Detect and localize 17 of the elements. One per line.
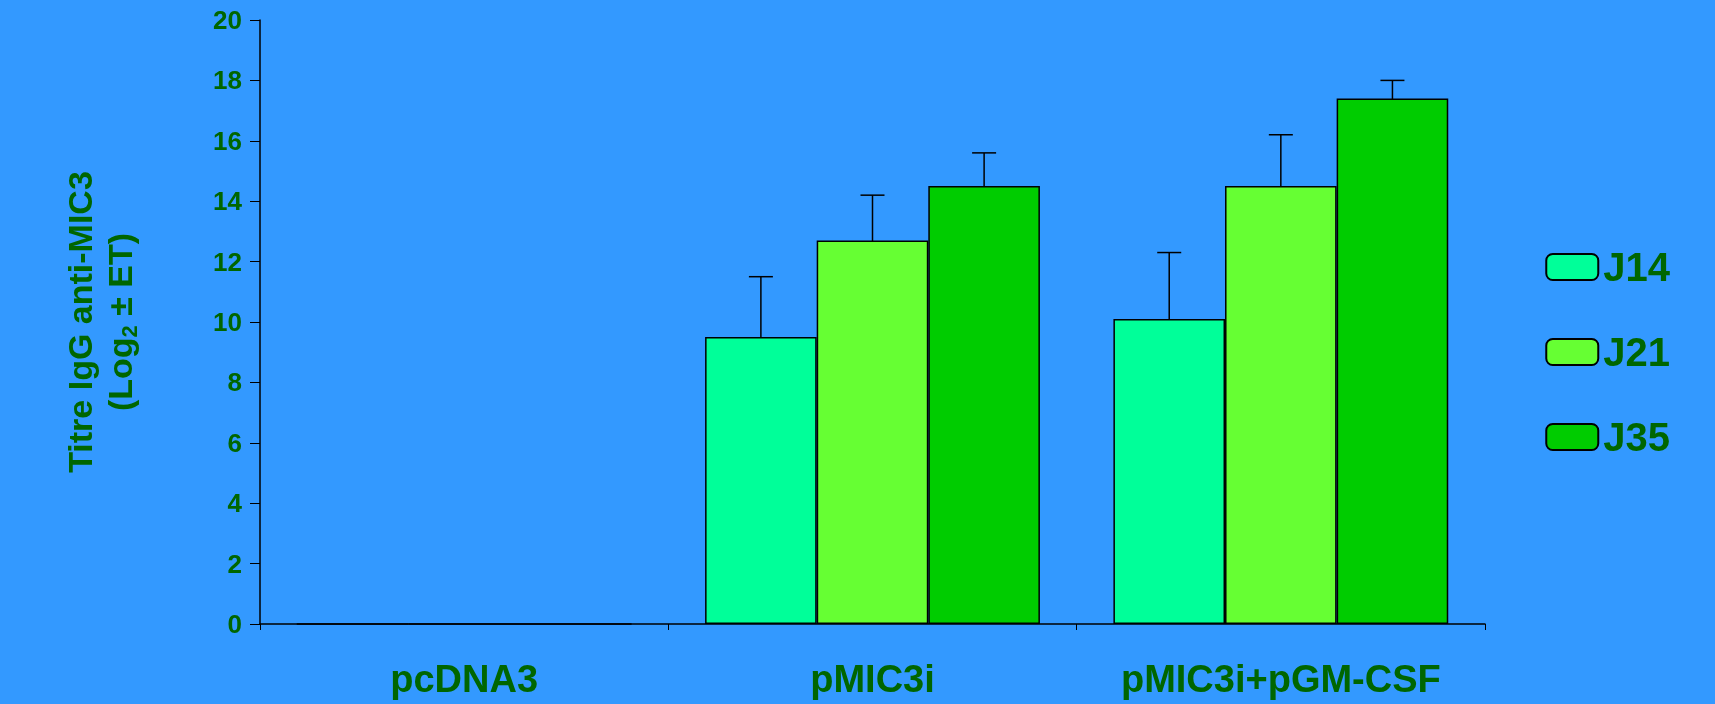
y-tick-label: 14	[213, 186, 243, 217]
x-tick-label: pMIC3i+pGM-CSF	[1120, 658, 1441, 700]
y-tick-label: 4	[227, 488, 243, 519]
y-tick-label: 0	[227, 609, 242, 639]
legend-label: J35	[1603, 415, 1671, 459]
y-tick-label: 2	[227, 548, 242, 579]
y-tick-label: 8	[227, 367, 242, 398]
y-tick-label: 6	[227, 427, 242, 458]
x-tick-label: pcDNA3	[390, 658, 539, 700]
y-tick-label: 18	[213, 65, 242, 96]
y-tick-label: 10	[213, 307, 242, 337]
legend-label: J14	[1603, 245, 1671, 289]
x-tick-label: pMIC3i	[810, 658, 935, 700]
y-tick-label: 20	[213, 5, 242, 35]
legend-label: J21	[1603, 330, 1671, 374]
y-tick-label: 12	[213, 246, 242, 277]
y-tick-label: 16	[213, 125, 242, 156]
